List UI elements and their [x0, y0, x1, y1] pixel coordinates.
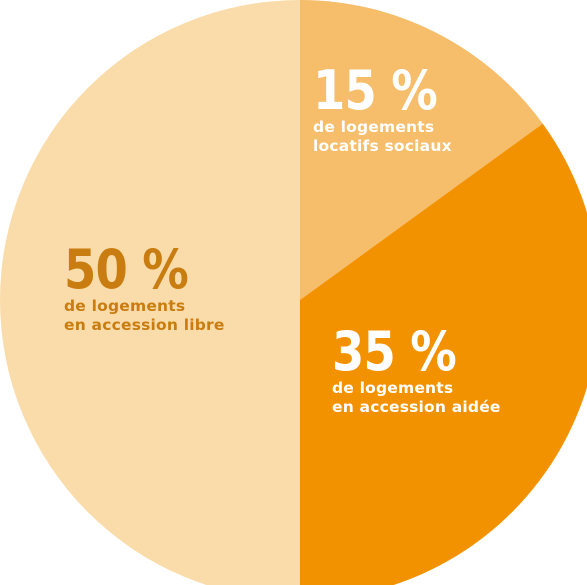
pie-slice-locatifs-sociaux [300, 0, 543, 300]
desc-line1-accession-libre: de logements [64, 297, 186, 315]
pie-slice-accession-libre [0, 0, 300, 585]
label-accession-aidee: 35 % de logements en accession aidée [332, 325, 501, 417]
desc-line2-accession-libre: en accession libre [64, 316, 225, 334]
percent-accession-aidee: 35 % [332, 320, 457, 383]
pie-slice-accession-aidee [300, 123, 587, 585]
desc-line2-accession-aidee: en accession aidée [332, 398, 501, 416]
desc-line2-locatifs-sociaux: locatifs sociaux [313, 137, 452, 155]
percent-accession-libre: 50 % [64, 238, 189, 301]
label-accession-libre: 50 % de logements en accession libre [64, 243, 225, 335]
label-locatifs-sociaux: 15 % de logements locatifs sociaux [313, 64, 457, 156]
desc-line1-accession-aidee: de logements [332, 379, 454, 397]
desc-line1-locatifs-sociaux: de logements [313, 118, 435, 136]
percent-locatifs-sociaux: 15 % [313, 59, 438, 122]
